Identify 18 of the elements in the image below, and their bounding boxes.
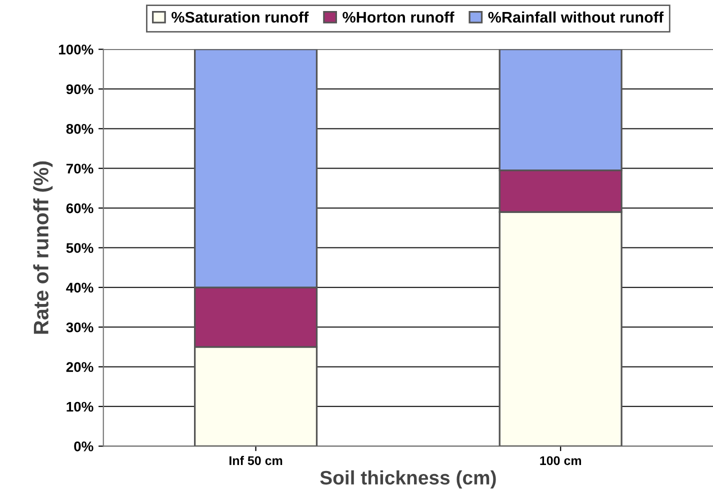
x-axis-title: Soil thickness (cm) [320,470,496,488]
legend-label: %Horton runoff [342,11,454,23]
y-tick-label: 80% [66,124,94,134]
y-tick-label: 40% [66,282,94,293]
legend-label: %Rainfall without runoff [488,11,664,23]
y-tick-label: 60% [66,203,94,214]
y-tick-label: 30% [66,322,94,332]
y-tick-label: 10% [66,402,94,412]
legend-label: %Saturation runoff [172,11,309,23]
y-tick-label: 20% [66,362,94,372]
y-tick-label: 100% [59,44,94,54]
y-tick-label: 90% [66,84,94,94]
y-tick-label: 70% [66,164,94,174]
y-axis-title: Rate of runoff (%) [33,161,53,334]
y-tick-label: 50% [66,243,94,253]
x-tick-label: 100 cm [540,456,582,466]
x-tick-label: Inf 50 cm [230,456,282,466]
y-tick-label: 0% [74,442,94,452]
